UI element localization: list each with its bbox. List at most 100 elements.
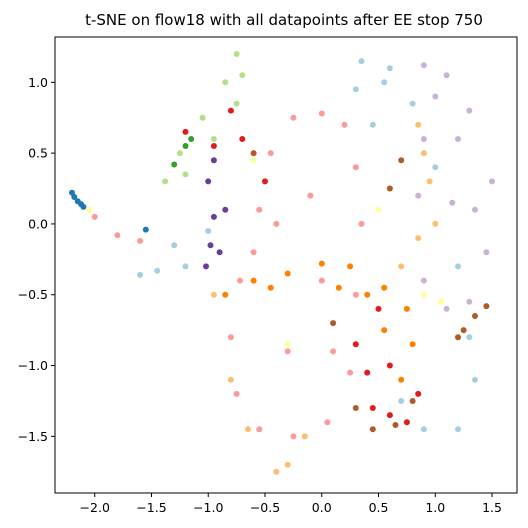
data-point-red-4 bbox=[403, 419, 410, 426]
data-point-salmon-8 bbox=[290, 433, 297, 440]
data-point-brown-8 bbox=[398, 157, 405, 164]
data-point-lightblue-7 bbox=[409, 100, 416, 107]
data-point-yellow-2 bbox=[420, 291, 427, 298]
x-tick-label: 1.0 bbox=[425, 500, 445, 515]
data-point-yellow-5 bbox=[375, 206, 382, 213]
data-point-peach-8 bbox=[415, 235, 422, 242]
data-point-orange-6 bbox=[403, 305, 410, 312]
data-point-lavender-9 bbox=[420, 136, 427, 142]
data-point-green-0 bbox=[171, 161, 178, 168]
data-point-lavender-12 bbox=[472, 206, 478, 213]
data-point-peach-5 bbox=[301, 433, 308, 440]
data-point-lightblue-14 bbox=[398, 398, 405, 404]
data-point-red-12 bbox=[262, 178, 268, 185]
data-point-yellow-3 bbox=[437, 298, 444, 305]
data-point-brown-6 bbox=[483, 303, 490, 310]
data-point-purple-5 bbox=[222, 206, 229, 213]
data-point-red-6 bbox=[386, 362, 393, 369]
data-point-brown-5 bbox=[472, 313, 478, 319]
data-point-salmon-15 bbox=[307, 192, 314, 199]
data-point-lightblue-0 bbox=[182, 263, 189, 270]
data-point-salmon-20 bbox=[250, 249, 257, 256]
data-point-orange-3 bbox=[318, 260, 325, 267]
data-point-green-2 bbox=[188, 136, 195, 142]
data-point-orange-0 bbox=[222, 291, 229, 298]
data-point-brown-11 bbox=[330, 320, 337, 327]
data-point-red-8 bbox=[210, 143, 217, 149]
data-point-salmon-17 bbox=[284, 348, 291, 355]
x-tick-label: 0.5 bbox=[369, 500, 389, 515]
data-point-orange-1 bbox=[250, 277, 257, 284]
data-point-brown-1 bbox=[369, 426, 376, 433]
data-point-lightblue-2 bbox=[137, 271, 144, 278]
data-point-peach-4 bbox=[284, 461, 291, 468]
data-point-peach-2 bbox=[245, 426, 251, 433]
plot-frame bbox=[54, 36, 518, 494]
y-tick-label: −1.0 bbox=[18, 358, 48, 373]
data-point-salmon-7 bbox=[256, 426, 263, 433]
data-point-peach-10 bbox=[420, 150, 427, 157]
data-point-red-7 bbox=[375, 305, 382, 312]
data-point-lightblue-10 bbox=[466, 334, 473, 341]
data-point-yellow-1 bbox=[250, 157, 257, 164]
y-tick-label: 0.0 bbox=[28, 216, 48, 231]
data-point-blue-5 bbox=[142, 226, 149, 233]
y-tick-label: 0.5 bbox=[28, 146, 48, 161]
data-point-salmon-16 bbox=[318, 277, 325, 284]
data-point-lightblue-15 bbox=[381, 79, 388, 86]
data-point-brown-9 bbox=[386, 185, 393, 192]
x-tick-label: 0.0 bbox=[312, 500, 332, 515]
data-point-lavender-7 bbox=[420, 277, 427, 284]
data-point-lavender-1 bbox=[443, 72, 450, 79]
data-point-orange-5 bbox=[381, 284, 388, 291]
data-point-lightblue-11 bbox=[472, 376, 478, 383]
data-point-orange-9 bbox=[381, 327, 388, 334]
data-point-lavender-13 bbox=[449, 199, 456, 206]
data-point-brown-0 bbox=[352, 405, 359, 411]
data-point-lightgreen-3 bbox=[176, 150, 183, 157]
data-point-lightblue-5 bbox=[358, 58, 365, 65]
data-point-salmon-22 bbox=[91, 213, 98, 220]
axes: −2.0 −1.5 −1.0 −0.5 0.0 0.5 1.0 1.5 1.0 0.5 0.0 −0.… bbox=[18, 36, 518, 515]
data-point-yellow-4 bbox=[284, 341, 291, 348]
data-point-peach-0 bbox=[210, 291, 217, 298]
data-point-lightblue-3 bbox=[171, 242, 178, 249]
data-point-lavender-3 bbox=[489, 178, 495, 185]
data-point-salmon-5 bbox=[227, 334, 234, 341]
data-point-yellow-0 bbox=[86, 206, 93, 213]
data-point-lavender-0 bbox=[420, 62, 427, 69]
y-tick-label: −1.5 bbox=[18, 429, 48, 444]
data-point-lightgreen-6 bbox=[210, 136, 217, 142]
data-point-brown-7 bbox=[460, 327, 467, 334]
data-point-blue-4 bbox=[80, 203, 87, 210]
data-point-purple-2 bbox=[207, 242, 214, 249]
y-tick-label: 1.0 bbox=[28, 75, 48, 90]
data-point-purple-6 bbox=[210, 157, 217, 164]
data-point-lavender-4 bbox=[483, 249, 490, 256]
data-point-lavender-10 bbox=[432, 93, 439, 100]
data-point-salmon-0 bbox=[318, 110, 325, 117]
x-tick-label: −2.0 bbox=[80, 500, 110, 515]
data-point-peach-7 bbox=[426, 178, 433, 185]
data-point-salmon-23 bbox=[137, 237, 144, 244]
data-point-salmon-9 bbox=[324, 419, 331, 426]
data-point-orange-8 bbox=[398, 376, 405, 383]
data-point-salmon-19 bbox=[330, 348, 337, 355]
data-point-lightgreen-8 bbox=[239, 72, 246, 79]
scatter-points bbox=[69, 51, 495, 475]
data-point-salmon-6 bbox=[233, 390, 240, 397]
data-point-salmon-4 bbox=[237, 277, 243, 284]
data-point-purple-4 bbox=[216, 249, 223, 256]
data-point-lightblue-13 bbox=[420, 426, 427, 433]
data-point-lavender-6 bbox=[443, 305, 450, 312]
data-point-orange-11 bbox=[267, 284, 274, 291]
data-point-lightblue-16 bbox=[369, 121, 376, 128]
data-point-salmon-18 bbox=[273, 220, 280, 227]
data-point-lightblue-12 bbox=[455, 426, 461, 433]
data-point-peach-9 bbox=[398, 263, 405, 270]
x-tick-label: −1.5 bbox=[136, 500, 166, 515]
data-point-lightblue-8 bbox=[432, 164, 439, 171]
y-tick-label: −0.5 bbox=[18, 287, 48, 302]
data-point-orange-10 bbox=[364, 291, 371, 298]
